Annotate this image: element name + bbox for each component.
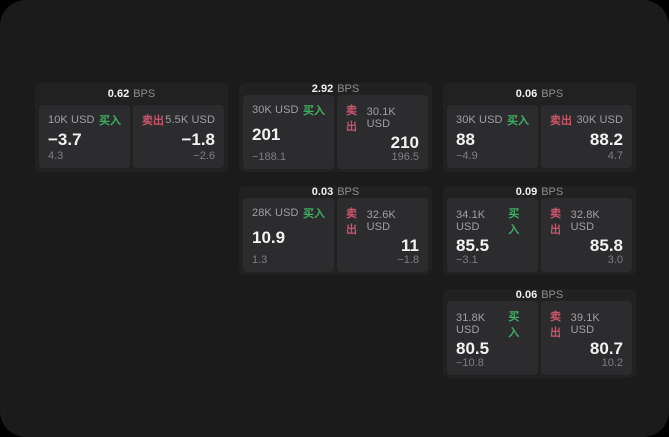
buy-delta: −4.9 [456, 150, 478, 162]
spread-unit: BPS [541, 88, 564, 100]
buy-price: 80.5 [456, 339, 490, 358]
buy-delta: −188.1 [252, 151, 286, 163]
buy-amount: 10K USD [48, 114, 95, 126]
buy-delta: −3.1 [456, 254, 478, 266]
buy-tag: 买入 [99, 115, 121, 127]
buy-quote-cell[interactable]: 28K USD 买入 10.9 1.3 [243, 198, 334, 272]
sell-delta: 3.0 [607, 254, 623, 266]
sell-amount: 32.8K USD [570, 209, 600, 233]
sell-amount: 30K USD [576, 114, 623, 126]
spread-unit: BPS [133, 88, 156, 100]
buy-price: −3.7 [48, 129, 82, 149]
buy-quote-cell[interactable]: 30K USD 买入 201 −188.1 [243, 95, 334, 169]
spread-unit: BPS [337, 83, 360, 95]
buy-amount: 34.1K USD [456, 209, 486, 233]
buy-price: 88 [456, 129, 475, 149]
quote-card: 0.62 BPS 10K USD 买入 −3.7 4.3 卖出 5.5K USD [35, 83, 228, 172]
buy-delta: −10.8 [456, 357, 484, 369]
buy-price: 85.5 [456, 236, 490, 255]
sell-price: 210 [390, 133, 419, 152]
sell-delta: −2.6 [193, 150, 215, 162]
buy-tag: 买入 [303, 105, 325, 117]
quote-card: 0.06 BPS 30K USD 买入 88 −4.9 卖出 30K USD [443, 83, 636, 172]
sell-price: 11 [401, 236, 419, 255]
buy-amount: 28K USD [252, 207, 299, 219]
buy-amount: 30K USD [252, 104, 299, 116]
sell-quote-cell[interactable]: 卖出 5.5K USD −1.8 −2.6 [133, 105, 224, 168]
spread-header: 0.06 BPS [447, 289, 632, 301]
spread-value: 2.92 [311, 83, 334, 95]
sell-price: −1.8 [181, 129, 215, 149]
buy-amount: 30K USD [456, 114, 503, 126]
buy-price: 201 [252, 125, 281, 144]
sell-quote-cell[interactable]: 卖出 30.1K USD 210 196.5 [337, 95, 428, 169]
spread-value: 0.06 [515, 289, 538, 301]
spread-unit: BPS [541, 289, 564, 301]
sell-tag: 卖出 [346, 105, 357, 133]
sell-price: 80.7 [589, 339, 623, 358]
sell-quote-cell[interactable]: 卖出 32.6K USD 11 −1.8 [337, 198, 428, 272]
sell-quote-cell[interactable]: 卖出 30K USD 88.2 4.7 [541, 105, 632, 168]
spread-header: 0.09 BPS [447, 186, 632, 198]
buy-quote-cell[interactable]: 34.1K USD 买入 85.5 −3.1 [447, 198, 538, 272]
sell-tag: 卖出 [142, 115, 164, 127]
sell-tag: 卖出 [550, 208, 561, 236]
spread-unit: BPS [541, 186, 564, 198]
quote-card: 0.09 BPS 34.1K USD 买入 85.5 −3.1 卖出 32.8K… [443, 186, 636, 275]
sell-delta: 4.7 [607, 150, 623, 162]
buy-delta: 1.3 [252, 254, 268, 266]
sell-delta: −1.8 [397, 254, 419, 266]
spread-value: 0.06 [515, 88, 538, 100]
sell-tag: 卖出 [346, 208, 357, 236]
sell-quote-cell[interactable]: 卖出 32.8K USD 85.8 3.0 [541, 198, 632, 272]
sell-tag: 卖出 [550, 311, 561, 339]
quote-card-grid: 0.62 BPS 10K USD 买入 −3.7 4.3 卖出 5.5K USD [35, 83, 636, 378]
sell-quote-cell[interactable]: 卖出 39.1K USD 80.7 10.2 [541, 301, 632, 375]
spread-header: 0.03 BPS [243, 186, 428, 198]
spread-header: 2.92 BPS [243, 83, 428, 95]
spread-value: 0.03 [311, 186, 334, 198]
sell-amount: 32.6K USD [366, 209, 396, 233]
sell-price: 88.2 [589, 129, 623, 149]
sell-tag: 卖出 [550, 115, 572, 127]
sell-amount: 39.1K USD [570, 312, 600, 336]
spread-header: 0.62 BPS [39, 83, 224, 105]
sell-delta: 196.5 [391, 151, 419, 163]
sell-price: 85.8 [589, 236, 623, 255]
buy-amount: 31.8K USD [456, 312, 486, 336]
buy-quote-cell[interactable]: 30K USD 买入 88 −4.9 [447, 105, 538, 168]
sell-amount: 5.5K USD [165, 114, 215, 126]
spread-header: 0.06 BPS [447, 83, 632, 105]
quote-card: 0.06 BPS 31.8K USD 买入 80.5 −10.8 卖出 39.1… [443, 289, 636, 378]
quote-card: 0.03 BPS 28K USD 买入 10.9 1.3 卖出 32.6K US… [239, 186, 432, 275]
buy-tag: 买入 [303, 208, 325, 220]
buy-price: 10.9 [252, 228, 286, 247]
sell-delta: 10.2 [601, 357, 623, 369]
sell-amount: 30.1K USD [366, 106, 396, 130]
buy-quote-cell[interactable]: 31.8K USD 买入 80.5 −10.8 [447, 301, 538, 375]
spread-value: 0.62 [107, 88, 130, 100]
buy-tag: 买入 [508, 311, 520, 339]
buy-delta: 4.3 [48, 150, 64, 162]
spread-unit: BPS [337, 186, 360, 198]
buy-tag: 买入 [507, 115, 529, 127]
spread-value: 0.09 [515, 186, 538, 198]
buy-quote-cell[interactable]: 10K USD 买入 −3.7 4.3 [39, 105, 130, 168]
buy-tag: 买入 [508, 208, 520, 236]
quote-card: 2.92 BPS 30K USD 买入 201 −188.1 卖出 30.1K … [239, 83, 432, 172]
